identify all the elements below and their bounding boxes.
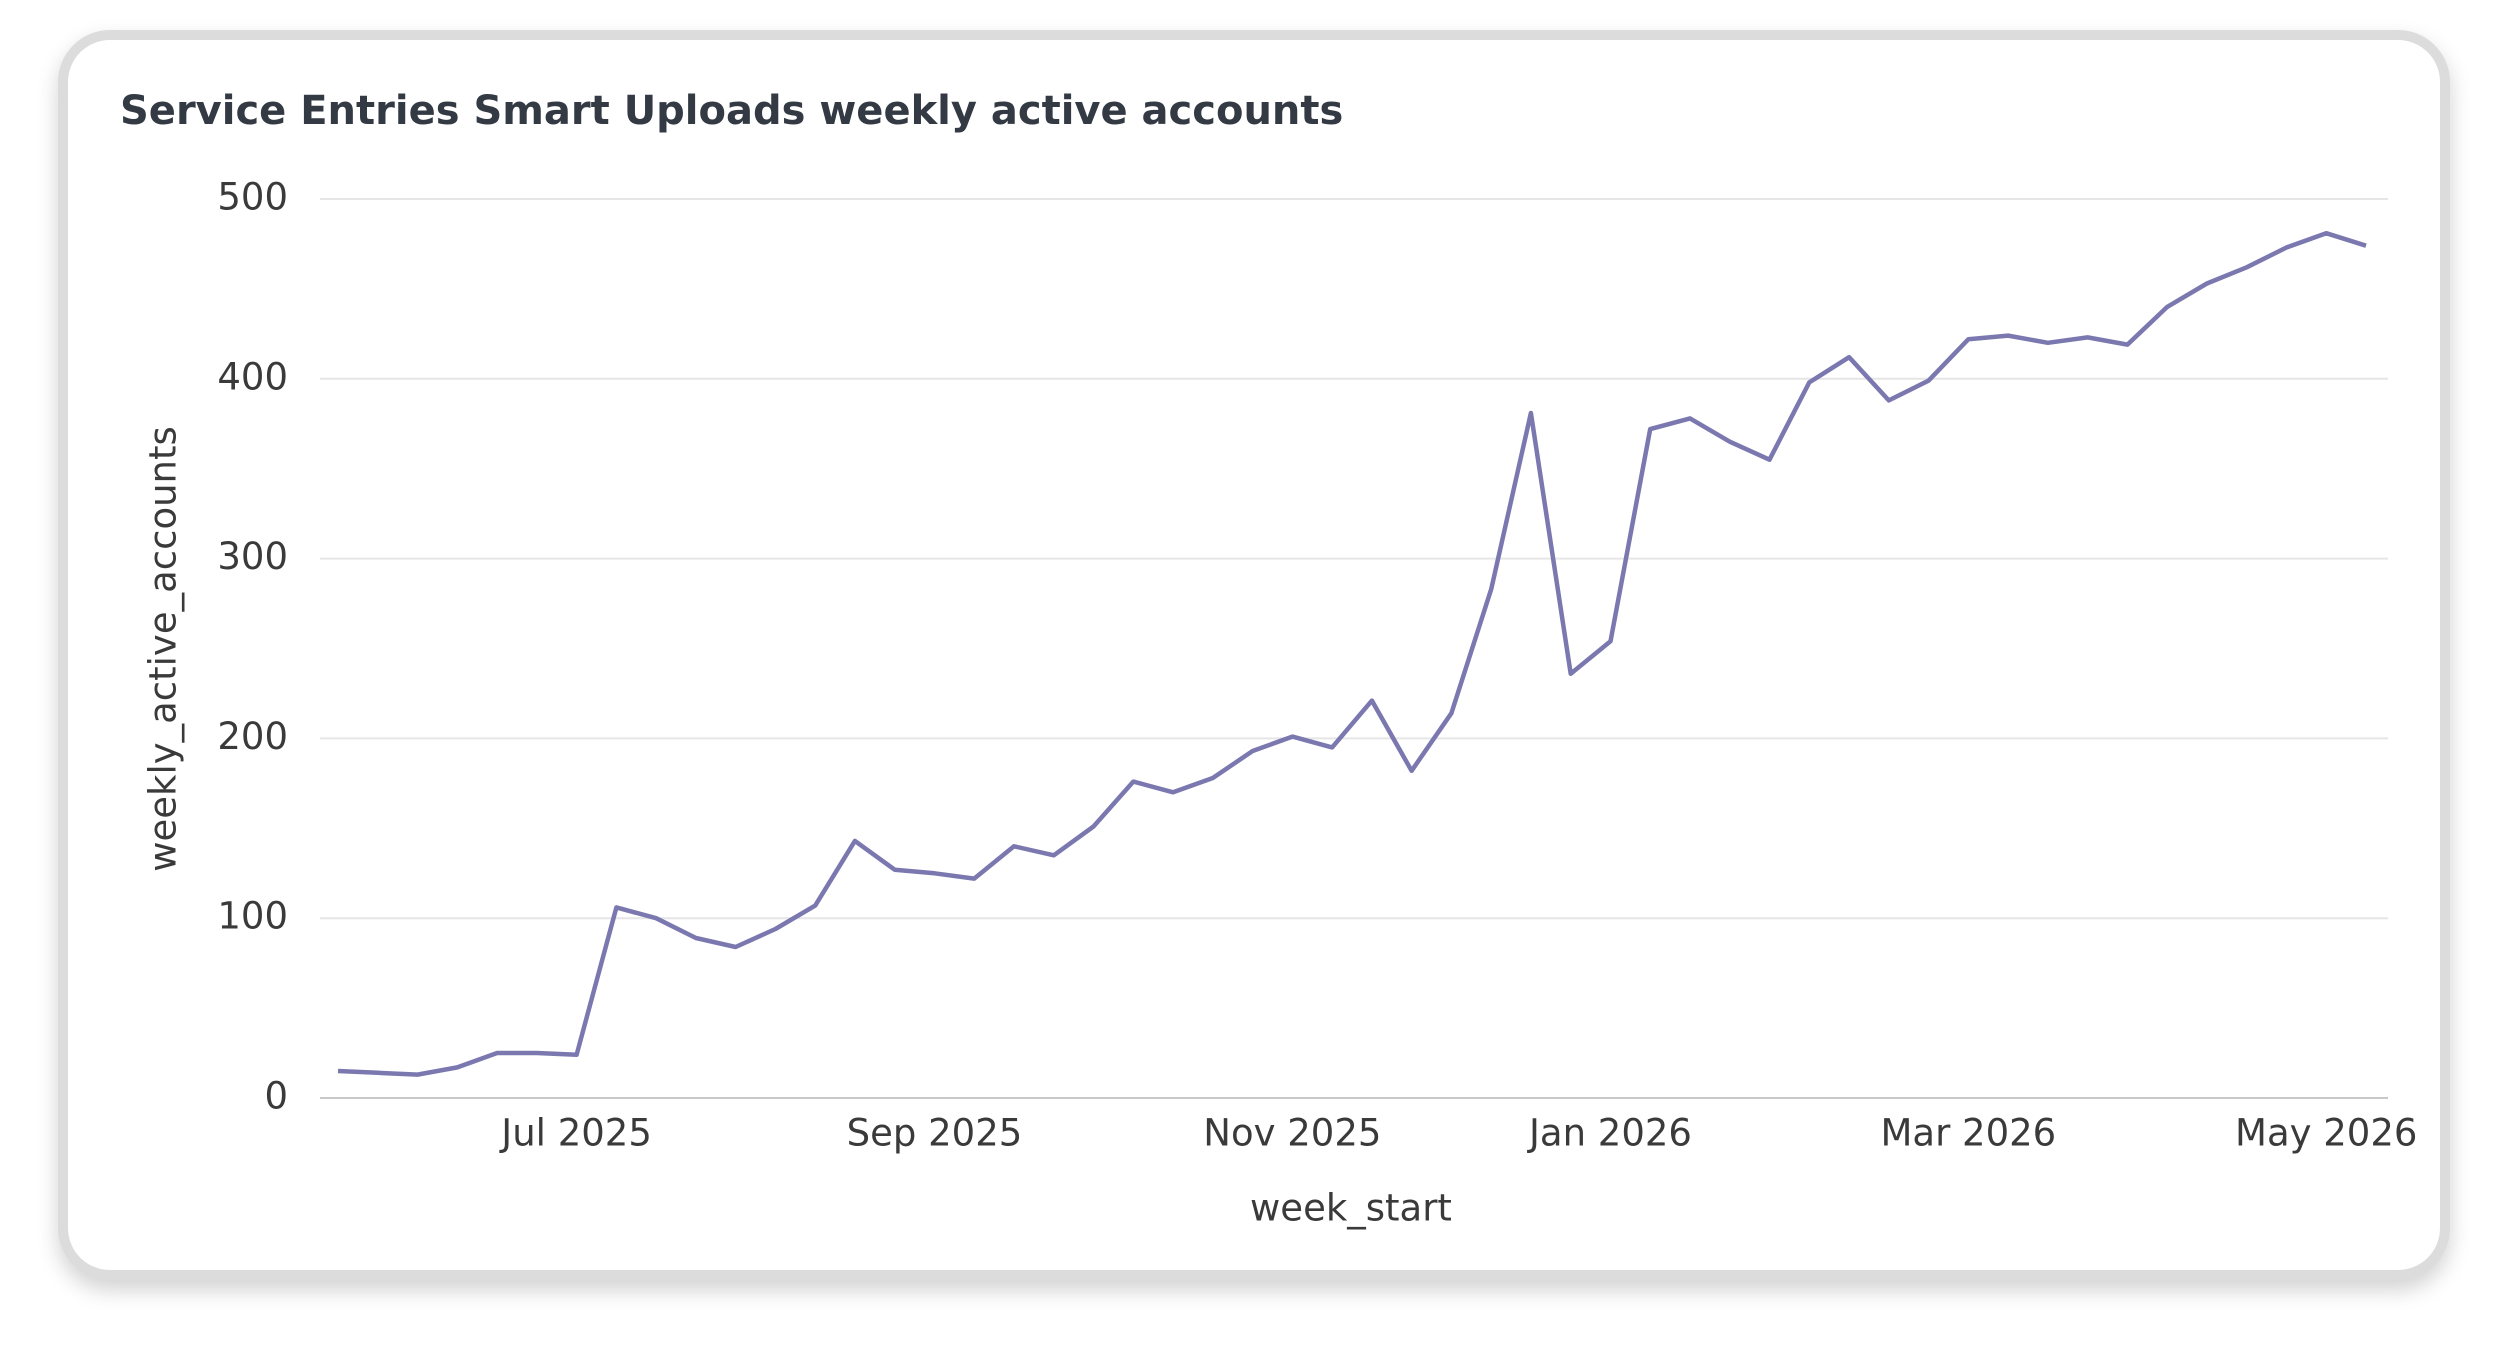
x-axis-label: week_start (1250, 1187, 1452, 1230)
y-tick-label: 400 (217, 355, 288, 398)
y-tick-label: 0 (264, 1075, 288, 1118)
data-line (337, 230, 2367, 1077)
y-axis-label: weekly_active_accounts (142, 426, 185, 872)
chart-title: Service Entries Smart Uploads weekly act… (120, 88, 1343, 134)
y-tick-label: 100 (217, 895, 288, 938)
x-tick-label: Jul 2025 (499, 1112, 652, 1155)
x-tick-label: Sep 2025 (847, 1112, 1023, 1155)
y-tick-label: 200 (217, 715, 288, 758)
y-tick-label: 300 (217, 535, 288, 578)
y-tick-label: 500 (217, 176, 288, 219)
x-tick-label: Mar 2026 (1880, 1112, 2056, 1155)
x-tick-label: Nov 2025 (1203, 1112, 1381, 1155)
chart-card (58, 30, 2450, 1280)
x-tick-label: May 2026 (2235, 1112, 2417, 1155)
x-tick-label: Jan 2026 (1527, 1112, 1692, 1155)
